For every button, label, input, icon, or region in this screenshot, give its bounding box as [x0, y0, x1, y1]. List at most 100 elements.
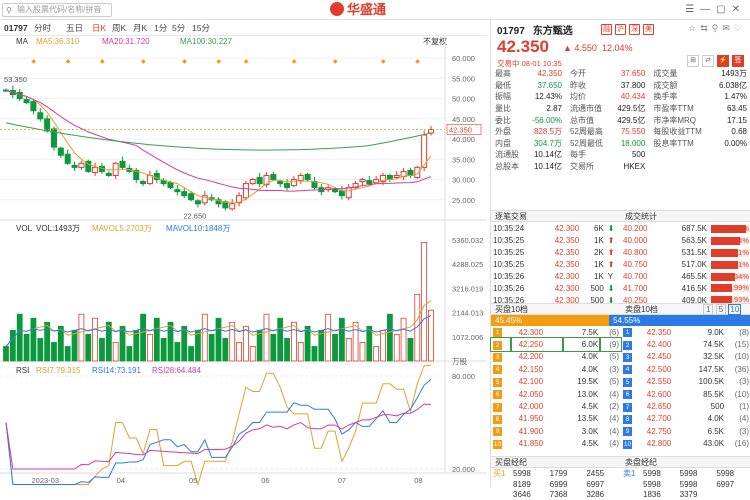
event-marker-icon[interactable]: ◆ [333, 59, 338, 65]
compare-icon[interactable]: ⇄ [702, 55, 714, 67]
event-marker-icon[interactable]: ◆ [244, 59, 249, 65]
volume-bar [278, 318, 283, 361]
window-controls[interactable]: ☰—▢✕ [685, 4, 746, 15]
tab-intraday[interactable]: 分时 [34, 20, 51, 36]
dist-bar-cell: 3.34% [709, 271, 750, 283]
buy-price: 42.150 [511, 363, 563, 375]
level-number: 8 [621, 413, 639, 425]
candle-body [106, 173, 111, 175]
flash-icon[interactable]: ⚡ [717, 55, 729, 67]
level-number: 2 [621, 338, 639, 350]
level-1[interactable]: 1 [703, 304, 713, 315]
event-marker-icon[interactable]: ◆ [141, 59, 146, 65]
volume-bar [333, 334, 338, 361]
ticks-title: 逐笔交易 [495, 211, 527, 222]
level-badge: 10 [493, 440, 502, 449]
stat-value: 37.800 [611, 80, 650, 92]
favorite-icon[interactable]: ♡ [734, 23, 746, 33]
event-marker-icon[interactable]: ◆ [292, 59, 297, 65]
candle-body [243, 184, 248, 198]
kline-svg: 60.00055.00050.00045.00040.00035.00030.0… [0, 36, 487, 487]
event-marker-icon[interactable]: ◆ [31, 59, 36, 65]
minimize-icon[interactable]: — [700, 4, 716, 15]
buy-price: 42.050 [511, 388, 563, 400]
sell-count: (10) [726, 351, 750, 363]
broker-id: 5998 [641, 479, 678, 490]
volume-bar [216, 318, 221, 361]
date-tick-label: 2023-03 [32, 476, 60, 485]
event-marker-icon[interactable]: ◆ [217, 59, 222, 65]
dist-bar-cell: 4.04% [709, 235, 750, 247]
candle-body [31, 102, 36, 111]
stat-value: 75.550 [611, 126, 650, 138]
date-tick-label: 08 [414, 476, 422, 485]
tab-15min[interactable]: 15分 [192, 20, 210, 36]
level-selector[interactable]: 1 5 10 [703, 304, 741, 315]
tick-price: 42.300 [541, 271, 581, 283]
price-tick-label: 40.000 [452, 135, 475, 144]
tab-5min[interactable]: 5分 [172, 20, 185, 36]
logo-icon [330, 2, 344, 16]
kline-chart-area[interactable]: MA MA5:36.310 MA20:31.720 MA100:30.227 不… [0, 36, 487, 487]
event-marker-icon[interactable]: ◆ [100, 59, 105, 65]
search-stock-icon[interactable]: ⚲ [712, 23, 723, 33]
sell-count: (15) [726, 338, 750, 350]
maximize-icon[interactable]: ▢ [716, 4, 731, 15]
candle-body [141, 182, 146, 184]
sign-icon[interactable]: 签 [732, 55, 744, 67]
tab-daily-k[interactable]: 日K [92, 20, 106, 36]
stat-label: 流通市值 [566, 103, 611, 115]
message-icon[interactable]: ✉ [722, 23, 734, 33]
volume-bar [408, 338, 413, 361]
volume-bar [401, 318, 406, 361]
buy-volume: 4.0K [563, 351, 601, 363]
stat-label: 52周最低 [566, 138, 611, 150]
event-marker-icon[interactable]: ◆ [415, 59, 420, 65]
grid-icon[interactable]: ⊞ [687, 55, 699, 67]
sell-volume: 4.0K [686, 413, 726, 425]
stat-value: 6.038亿 [712, 80, 750, 92]
volume-bar [271, 334, 276, 361]
dist-price: 40.000 [621, 235, 664, 247]
stat-value: 828.5万 [525, 126, 566, 138]
volume-bar [127, 346, 132, 361]
tick-time: 10:35:24 [491, 223, 541, 235]
level-10[interactable]: 10 [728, 304, 741, 315]
volume-bar [230, 322, 235, 361]
event-marker-icon[interactable]: ◆ [182, 59, 187, 65]
tab-1min[interactable]: 1分 [154, 20, 167, 36]
tab-5day[interactable]: 五日 [66, 20, 83, 36]
swap-icon[interactable]: ⇆ [700, 23, 712, 33]
volume-bar [175, 342, 180, 361]
level-number: 5 [621, 376, 639, 388]
tab-weekly-k[interactable]: 周K [112, 20, 126, 36]
level-number: 9 [621, 425, 639, 437]
rsi7-line [6, 365, 431, 484]
event-marker-icon[interactable]: ◆ [381, 59, 386, 65]
event-marker-icon[interactable]: ◆ [66, 59, 71, 65]
volume-bar [202, 314, 207, 361]
dist-bar: 3.71% [711, 261, 749, 269]
close-icon[interactable]: ✕ [732, 4, 746, 15]
stat-value: 42.350 [525, 68, 566, 80]
buy-price: 41.950 [511, 413, 563, 425]
dist-bar-cell: 2.99% [709, 282, 750, 294]
broker-id: 8189 [511, 479, 548, 490]
candle-body [291, 180, 296, 186]
search-input[interactable]: ⚲ 输入股票代码/名称/拼音 [2, 3, 112, 17]
star-icon[interactable]: ☆ [688, 23, 700, 33]
stat-label: 委比 [491, 114, 525, 126]
menu-icon[interactable]: ☰ [685, 4, 700, 15]
level-5[interactable]: 5 [716, 304, 726, 315]
sell-count: (10) [726, 388, 750, 400]
tab-monthly-k[interactable]: 月K [133, 20, 147, 36]
dist-volume: 465.5K [664, 271, 709, 283]
ma5-line [6, 91, 431, 203]
volume-bar [353, 322, 358, 361]
